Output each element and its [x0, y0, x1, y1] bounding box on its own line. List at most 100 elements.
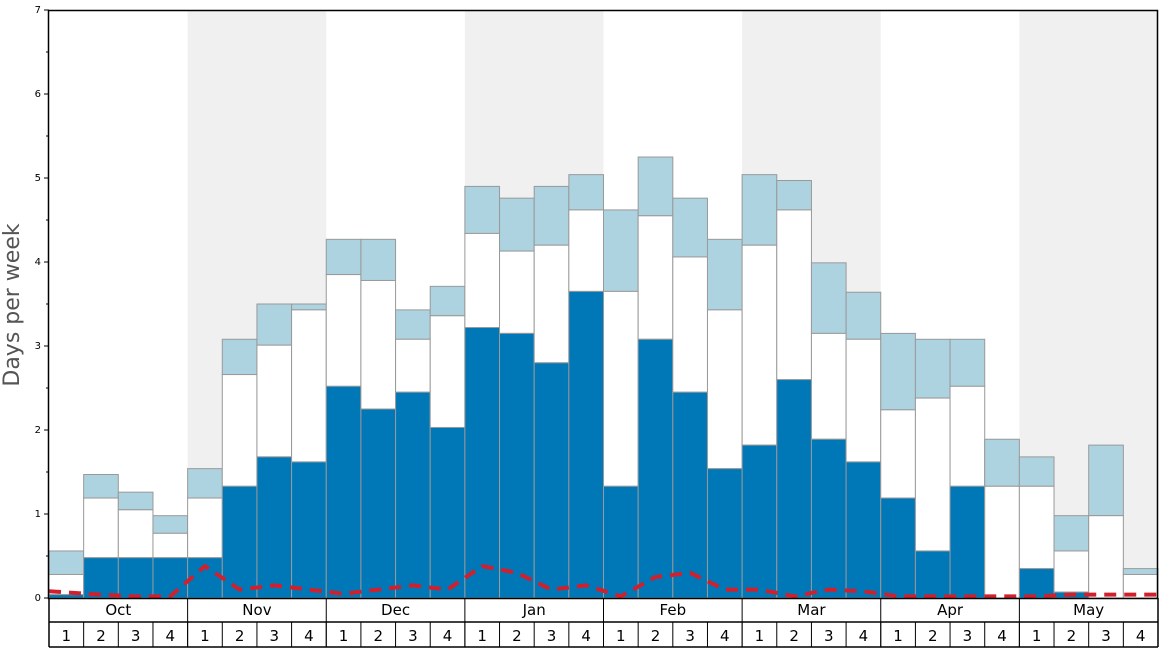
bar-light-31: [1088, 444, 1124, 517]
bar-light-7: [256, 303, 293, 346]
bar-light-6: [221, 338, 258, 376]
bar-light-30: [1053, 515, 1090, 552]
bar-light-24: [845, 291, 882, 340]
month-label-oct: Oct: [105, 601, 131, 619]
week-label-3: 3: [131, 627, 141, 645]
bar-dark-13: [464, 327, 501, 599]
month-label-dec: Dec: [381, 601, 410, 619]
bar-light-3: [117, 491, 154, 511]
bar-dark-26: [914, 550, 951, 599]
bar-dark-10: [360, 408, 397, 599]
week-label-18: 2: [651, 627, 661, 645]
bar-mid-15: [533, 244, 570, 364]
bar-mid-9: [325, 274, 362, 387]
bar-mid-22: [776, 209, 812, 381]
week-label-13: 1: [477, 627, 487, 645]
bar-mid-29: [1018, 485, 1055, 570]
bar-light-21: [741, 174, 778, 246]
bar-dark-8: [291, 461, 327, 599]
month-label-feb: Feb: [660, 601, 687, 619]
bar-mid-10: [360, 279, 397, 410]
bar-dark-3: [117, 557, 154, 599]
bar-light-9: [325, 238, 362, 276]
week-label-4: 4: [166, 627, 176, 645]
y-tick-label-6: 6: [35, 89, 41, 100]
month-label-nov: Nov: [242, 601, 271, 619]
bar-mid-4: [152, 532, 189, 559]
bar-light-20: [706, 238, 743, 311]
bar-light-16: [568, 174, 604, 211]
bar-mid-21: [741, 244, 778, 446]
bar-mid-26: [914, 397, 951, 552]
bar-light-22: [776, 180, 812, 211]
bar-dark-19: [672, 391, 708, 599]
bar-light-29: [1018, 456, 1055, 487]
bar-mid-13: [464, 232, 501, 329]
week-label-25: 1: [893, 627, 903, 645]
y-tick-label-5: 5: [35, 173, 41, 184]
week-label-32: 4: [1136, 627, 1146, 645]
bar-light-1: [48, 550, 85, 575]
bar-mid-3: [117, 509, 154, 559]
bar-light-26: [914, 338, 951, 399]
week-label-16: 4: [581, 627, 591, 645]
bar-dark-14: [499, 332, 535, 599]
bar-dark-22: [776, 379, 812, 599]
week-label-7: 3: [269, 627, 279, 645]
bar-mid-6: [221, 374, 258, 487]
bar-mid-20: [706, 309, 743, 470]
y-tick-label-3: 3: [35, 341, 41, 352]
bar-light-4: [152, 515, 189, 534]
bar-dark-11: [395, 391, 431, 599]
y-tick-label-1: 1: [35, 509, 41, 520]
week-label-15: 3: [547, 627, 557, 645]
bar-dark-20: [706, 468, 743, 599]
bar-light-13: [464, 185, 501, 234]
y-tick-label-0: 0: [35, 593, 41, 604]
week-label-17: 1: [616, 627, 626, 645]
bar-light-17: [603, 209, 639, 292]
bar-dark-7: [256, 456, 293, 599]
bar-light-32: [1122, 568, 1159, 575]
week-label-27: 3: [963, 627, 973, 645]
month-label-apr: Apr: [937, 601, 964, 619]
bar-light-10: [360, 238, 397, 281]
bar-dark-9: [325, 385, 362, 599]
week-label-5: 1: [200, 627, 210, 645]
bar-mid-23: [810, 332, 847, 440]
bar-light-8: [291, 303, 327, 311]
bar-dark-16: [568, 290, 604, 599]
bar-light-11: [395, 309, 431, 340]
week-label-31: 3: [1101, 627, 1111, 645]
bar-mid-18: [637, 215, 674, 340]
week-label-1: 1: [62, 627, 72, 645]
bar-mid-30: [1053, 550, 1090, 593]
bar-dark-12: [429, 426, 466, 599]
bar-light-2: [83, 474, 119, 499]
week-label-20: 4: [720, 627, 730, 645]
bar-dark-23: [810, 438, 847, 599]
week-label-22: 2: [789, 627, 799, 645]
x-axis: Oct Nov Dec Jan Feb Mar Apr May 1 2 3 4 1 2 3 4 1 2 3 4 1 2 3 4…: [48, 598, 1159, 648]
bar-light-25: [880, 332, 916, 411]
week-label-14: 2: [512, 627, 522, 645]
bar-dark-17: [603, 485, 639, 599]
bars: [48, 156, 1159, 599]
bar-light-5: [187, 468, 223, 499]
week-label-9: 1: [339, 627, 349, 645]
bar-light-28: [984, 438, 1020, 487]
bar-light-15: [533, 185, 570, 246]
bar-mid-11: [395, 338, 431, 393]
bar-dark-29: [1018, 568, 1055, 599]
bar-mid-16: [568, 209, 604, 292]
y-tick-label-7: 7: [35, 5, 41, 16]
week-label-30: 2: [1067, 627, 1077, 645]
bar-light-12: [429, 285, 466, 317]
line-series: [48, 564, 1158, 599]
bar-mid-14: [499, 250, 535, 334]
dashed-line: [48, 564, 1158, 599]
bar-light-14: [499, 197, 535, 252]
bar-mid-17: [603, 290, 639, 487]
bar-mid-2: [83, 497, 119, 559]
